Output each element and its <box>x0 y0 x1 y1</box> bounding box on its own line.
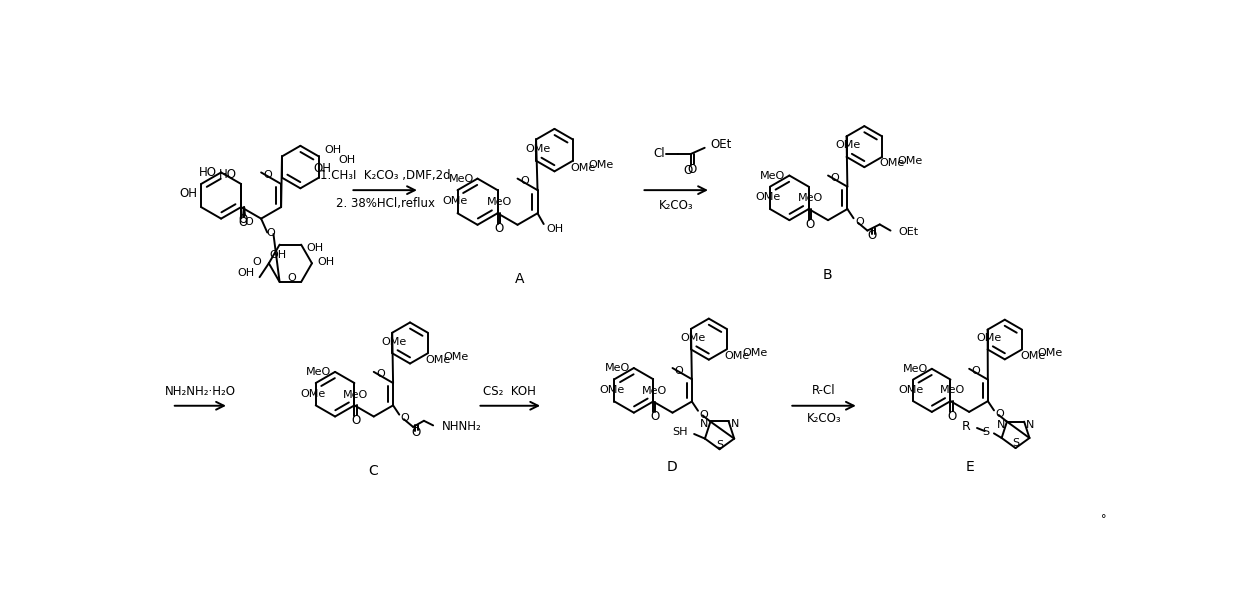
Text: O: O <box>855 217 864 227</box>
Text: OMe: OMe <box>442 196 468 206</box>
Text: OEt: OEt <box>711 138 732 151</box>
Text: OEt: OEt <box>898 227 918 237</box>
Text: O: O <box>971 366 980 376</box>
Text: 2. 38%HCl,reflux: 2. 38%HCl,reflux <box>336 196 435 209</box>
Text: MeO: MeO <box>487 198 512 208</box>
Text: HO: HO <box>199 166 217 179</box>
Text: C: C <box>369 464 378 478</box>
Text: O: O <box>700 409 709 419</box>
Text: E: E <box>966 460 975 474</box>
Text: MeO: MeO <box>798 194 823 203</box>
Text: D: D <box>667 460 678 474</box>
Text: OMe: OMe <box>425 355 451 365</box>
Text: OMe: OMe <box>880 158 904 168</box>
Text: OMe: OMe <box>724 351 750 361</box>
Text: OMe: OMe <box>898 385 923 395</box>
Text: Cl: Cl <box>653 148 664 160</box>
Text: K₂CO₃: K₂CO₃ <box>807 412 841 425</box>
Text: OMe: OMe <box>976 333 1002 343</box>
Text: OMe: OMe <box>444 352 468 362</box>
Text: OMe: OMe <box>570 162 595 172</box>
Text: HO: HO <box>219 168 237 181</box>
Text: OMe: OMe <box>301 389 326 399</box>
Text: S: S <box>1012 438 1020 448</box>
Text: O: O <box>830 173 839 183</box>
Text: MeO: MeO <box>449 173 473 183</box>
Text: O: O <box>688 163 698 176</box>
Text: MeO: MeO <box>306 367 331 377</box>
Text: O: O <box>238 213 248 226</box>
Text: N: N <box>731 419 738 430</box>
Text: OH: OH <box>313 162 332 175</box>
Text: N: N <box>700 419 709 430</box>
Text: OH: OH <box>317 257 335 267</box>
Text: NH₂NH₂·H₂O: NH₂NH₂·H₂O <box>165 385 235 398</box>
Text: O: O <box>263 170 271 180</box>
Text: O: O <box>948 410 957 423</box>
Text: 1.CH₃I  K₂CO₃ ,DMF,2d: 1.CH₃I K₂CO₃ ,DMF,2d <box>320 169 451 182</box>
Text: CS₂  KOH: CS₂ KOH <box>483 385 536 398</box>
Text: OMe: OMe <box>835 140 861 150</box>
Text: OH: OH <box>338 155 356 165</box>
Text: O: O <box>805 218 815 231</box>
Text: OMe: OMe <box>600 385 624 395</box>
Text: MeO: MeO <box>761 171 786 181</box>
Text: OH: OH <box>270 250 286 260</box>
Text: O: O <box>287 273 296 283</box>
Text: O: O <box>352 414 361 427</box>
Text: MeO: MeO <box>939 385 965 395</box>
Text: S: S <box>983 427 989 437</box>
Text: MeO: MeO <box>343 389 368 399</box>
Text: B: B <box>823 268 833 282</box>
Text: OMe: OMe <box>742 348 767 358</box>
Text: OH: OH <box>237 267 254 277</box>
Text: O: O <box>683 165 693 178</box>
Text: R: R <box>963 420 971 433</box>
Text: OH: OH <box>546 224 564 234</box>
Text: O: O <box>494 222 504 235</box>
Text: O: O <box>996 409 1005 419</box>
Text: O: O <box>411 426 421 439</box>
Text: O: O <box>252 257 261 267</box>
Text: O: O <box>244 218 253 228</box>
Text: OH: OH <box>180 186 197 200</box>
Text: °: ° <box>1100 514 1106 524</box>
Text: O: O <box>266 228 275 238</box>
Text: OMe: OMe <box>897 156 923 166</box>
Text: MeO: MeO <box>605 363 629 373</box>
Text: SH: SH <box>673 427 688 437</box>
Text: OMe: OMe <box>1020 350 1046 360</box>
Text: R-Cl: R-Cl <box>813 384 836 397</box>
Text: O: O <box>867 230 877 242</box>
Text: OH: OH <box>306 244 323 254</box>
Text: N: N <box>996 419 1005 430</box>
Text: MeO: MeO <box>903 364 928 374</box>
Text: OMe: OMe <box>680 333 705 343</box>
Text: NHNH₂: NHNH₂ <box>442 421 482 434</box>
Text: O: O <box>400 414 410 424</box>
Text: A: A <box>515 272 524 286</box>
Text: N: N <box>1026 419 1035 430</box>
Text: OMe: OMe <box>755 192 781 202</box>
Text: O: O <box>520 176 529 186</box>
Text: MeO: MeO <box>642 386 668 396</box>
Text: O: O <box>375 369 385 379</box>
Text: O: O <box>238 216 248 229</box>
Text: OH: OH <box>325 145 341 155</box>
Text: OMe: OMe <box>1037 348 1063 358</box>
Text: S: S <box>716 440 724 450</box>
Text: K₂CO₃: K₂CO₃ <box>659 199 694 212</box>
Text: O: O <box>650 411 659 424</box>
Text: OMe: OMe <box>525 144 550 154</box>
Text: O: O <box>675 366 684 375</box>
Text: OMe: OMe <box>382 337 406 347</box>
Text: OMe: OMe <box>589 159 613 169</box>
